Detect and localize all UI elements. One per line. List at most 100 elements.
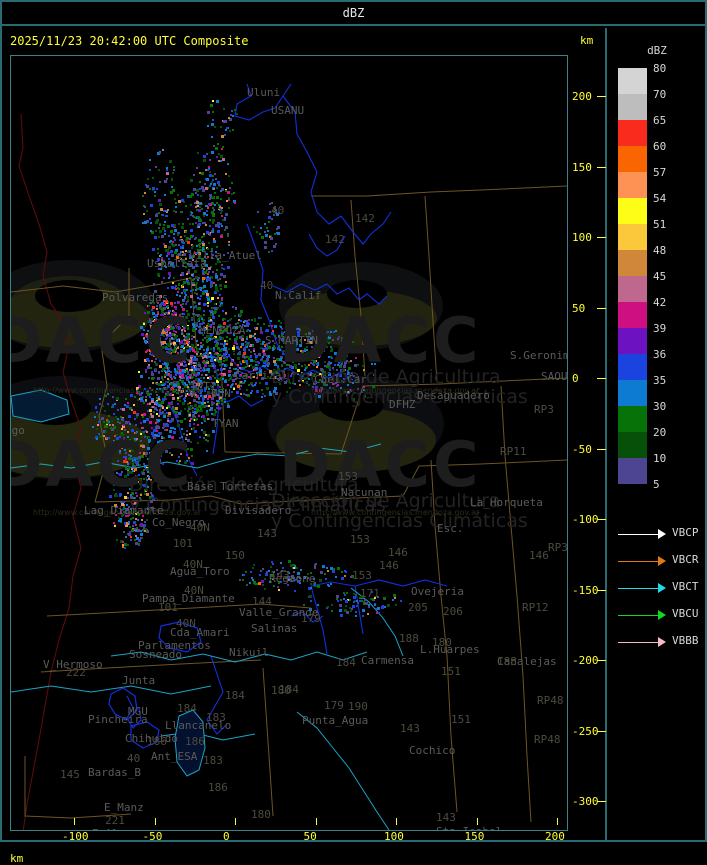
x-axis-tick-label: 50 [303, 830, 317, 843]
map-place-label: Cochico [409, 744, 456, 757]
y-axis-tick-label: -200 [572, 654, 599, 667]
map-route-label: 40N [190, 521, 210, 534]
vector-arrow-icon [618, 588, 664, 589]
x-axis-tick-mark [557, 818, 558, 825]
map-place-label: Punta_Agua [302, 714, 369, 727]
color-scale-panel: dBZ 80 70 65 60 57 54 51 48 45 42 39 36 35 30 20 10 5 VB… [609, 28, 705, 840]
map-place-label: Nikuil [229, 646, 269, 659]
scale-swatch-48[interactable] [618, 250, 647, 276]
map-place-label: ago [11, 424, 25, 437]
x-axis-tick-mark [154, 818, 156, 825]
scale-swatch-10[interactable] [618, 458, 647, 484]
map-route-label: 179 [324, 699, 344, 712]
map-place-label: MGU [128, 705, 148, 718]
lake-llancanelo [174, 709, 206, 777]
scale-swatch-45[interactable] [618, 276, 647, 302]
scale-swatch-54[interactable] [618, 198, 647, 224]
map-place-label: Parlamentos [138, 639, 211, 652]
y-axis-tick-mark [597, 589, 606, 591]
scale-value-57: 57 [653, 166, 667, 179]
map-route-label: 143 [270, 569, 290, 582]
vector-legend-label: VBCU [672, 607, 699, 620]
map-route-label: 40 [127, 752, 141, 765]
x-axis-unit-label: km [10, 852, 24, 865]
scale-swatch-42[interactable] [618, 302, 647, 328]
x-axis-tick-label: 0 [223, 830, 230, 843]
map-place-label: Uluni [247, 86, 281, 99]
scale-swatch-36[interactable] [618, 354, 647, 380]
vector-legend-row-vbcp[interactable]: VBCP [618, 523, 707, 550]
scale-swatch-60[interactable] [618, 146, 647, 172]
map-route-label: 143 [257, 527, 277, 540]
map-route-label: 151 [441, 665, 461, 678]
scale-swatch-39[interactable] [618, 328, 647, 354]
scale-swatch-80[interactable] [618, 68, 647, 94]
y-axis-tick-mark [597, 519, 606, 520]
scale-swatch-30[interactable] [618, 406, 647, 432]
map-place-label: Polvaredas [102, 291, 169, 304]
scale-swatch-70[interactable] [618, 94, 647, 120]
country-border [18, 113, 82, 830]
scale-swatch-51[interactable] [618, 224, 647, 250]
scale-swatch-20[interactable] [618, 432, 647, 458]
map-route-label: 146 [388, 546, 408, 559]
scale-value-39: 39 [653, 322, 667, 335]
vector-legend-label: VBCR [672, 553, 699, 566]
vector-arrowhead-icon [658, 583, 666, 593]
map-route-label: RP48 [537, 694, 564, 707]
map-route-label: 186 [147, 735, 167, 748]
scale-swatch-57[interactable] [618, 172, 647, 198]
color-scale-bar[interactable] [618, 68, 647, 484]
map-route-label: 150 [225, 549, 245, 562]
x-axis-tick-label: 100 [384, 830, 404, 843]
map-place-label: Sosneado [129, 648, 182, 661]
map-route-label: 40 [260, 279, 274, 292]
scale-value-48: 48 [653, 244, 667, 257]
scale-value-54: 54 [653, 192, 667, 205]
map-place-label: Cda_Amari [170, 626, 230, 639]
map-route-label: RP11 [500, 445, 527, 458]
map-route-label: 144 [252, 595, 272, 608]
map-route-label: 101 [158, 601, 178, 614]
y-axis-tick-mark [597, 448, 606, 450]
scale-unit-label: dBZ [647, 44, 667, 57]
map-route-label: 183 [206, 711, 226, 724]
vector-legend-row-vbcu[interactable]: VBCU [618, 604, 707, 631]
map-place-label: Divisadero [225, 504, 292, 517]
vector-legend-row-vbct[interactable]: VBCT [618, 577, 707, 604]
map-route-label: 146 [379, 559, 399, 572]
map-frame[interactable]: DACC Dirección de Agricultura y Continge… [10, 55, 568, 831]
map-route-label: 179 [301, 612, 321, 625]
y-axis-tick-mark [597, 378, 606, 379]
y-axis-tick-mark [597, 237, 606, 238]
vector-arrow-icon [618, 615, 664, 616]
map-route-label: 180 [251, 808, 271, 821]
scale-value-70: 70 [653, 88, 667, 101]
vector-legend-row-vbcr[interactable]: VBCR [618, 550, 707, 577]
map-place-label: S.Geronimo [510, 349, 567, 362]
y-axis-tick-label: -300 [572, 795, 599, 808]
x-axis-tick-label: 150 [464, 830, 485, 843]
map-place-label: USANU [271, 104, 305, 117]
map-canvas[interactable] [11, 56, 567, 830]
vector-legend-label: VBCT [672, 580, 699, 593]
map-route-label: 142 [325, 233, 345, 246]
y-axis-tick-label: 100 [572, 231, 592, 244]
scale-value-20: 20 [653, 426, 667, 439]
x-axis-tick-mark [476, 818, 478, 825]
map-place-label: Base_Tortetas [187, 480, 274, 493]
window-title-bar: dBZ [2, 2, 705, 26]
scale-swatch-65[interactable] [618, 120, 647, 146]
map-route-label: 184 [279, 683, 299, 696]
vector-arrowhead-icon [658, 637, 666, 647]
vector-arrow-icon [618, 534, 664, 535]
scale-swatch-35[interactable] [618, 380, 647, 406]
map-place-label: MENDOZA [199, 324, 246, 337]
y-axis-tick-label: -100 [572, 513, 599, 526]
map-place-label: TPTI [190, 380, 217, 393]
y-axis-tick-mark [597, 660, 606, 661]
map-place-label: Llancanelo [165, 719, 232, 732]
vector-legend-row-vbbb[interactable]: VBBB [618, 631, 707, 658]
map-place-label: E_Alam [92, 827, 132, 830]
